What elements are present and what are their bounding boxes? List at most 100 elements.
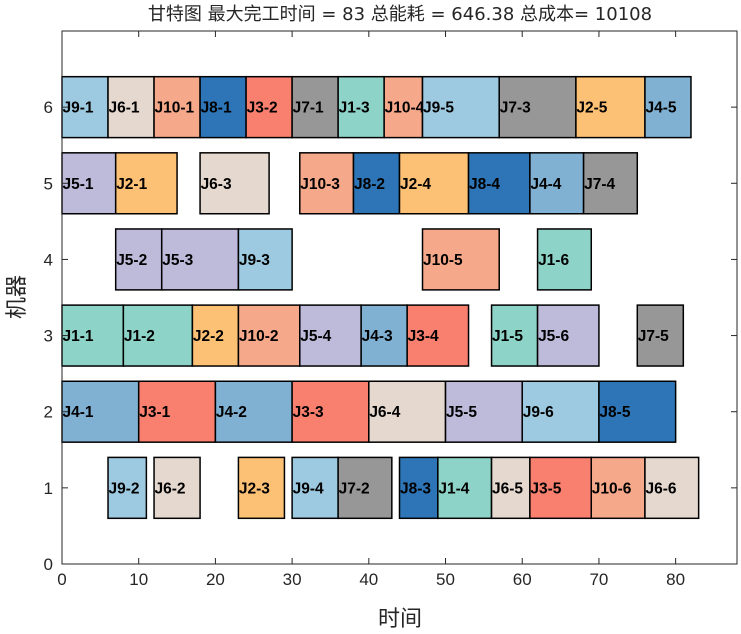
task-label: J5-6	[538, 328, 569, 345]
task-j10-2: J10-2	[237, 304, 301, 367]
task-label: J7-2	[339, 480, 370, 497]
x-axis-label: 时间	[378, 607, 422, 632]
task-j8-3: J8-3	[398, 456, 439, 520]
task-bar	[421, 228, 500, 291]
task-label: J5-2	[116, 252, 147, 269]
task-j8-1: J8-1	[199, 75, 247, 139]
task-label: J8-1	[201, 100, 232, 117]
task-j6-2: J6-2	[153, 456, 201, 520]
task-label: J8-3	[400, 480, 431, 497]
task-j2-5: J2-5	[575, 75, 646, 139]
task-j2-1: J2-1	[114, 152, 178, 215]
task-bar	[352, 152, 401, 215]
task-j10-6: J10-6	[590, 456, 646, 520]
task-label: J1-6	[538, 252, 569, 269]
task-label: J10-6	[592, 480, 632, 497]
task-bar	[237, 304, 301, 367]
task-j9-6: J9-6	[521, 380, 600, 443]
task-bar	[61, 152, 117, 215]
task-label: J7-1	[293, 100, 324, 117]
task-j3-5: J3-5	[529, 456, 593, 520]
task-label: J9-1	[63, 100, 94, 117]
task-bar	[360, 304, 408, 367]
task-bar	[299, 152, 355, 215]
task-label: J8-5	[599, 404, 630, 421]
task-j4-4: J4-4	[529, 152, 585, 215]
task-j4-2: J4-2	[214, 380, 293, 443]
task-label: J1-1	[63, 328, 94, 345]
task-bar	[536, 228, 593, 291]
task-label: J10-2	[239, 328, 279, 345]
task-label: J10-3	[300, 176, 340, 193]
task-label: J2-4	[400, 176, 431, 193]
task-bar	[644, 456, 700, 520]
task-label: J10-4	[385, 100, 425, 117]
task-bar	[199, 152, 270, 215]
task-bar	[529, 456, 593, 520]
task-label: J1-3	[339, 100, 370, 117]
task-j2-2: J2-2	[191, 304, 240, 367]
task-label: J4-4	[530, 176, 561, 193]
task-j10-1: J10-1	[153, 75, 201, 139]
task-j9-5: J9-5	[421, 75, 500, 139]
task-j5-3: J5-3	[160, 228, 240, 291]
task-j3-4: J3-4	[406, 304, 470, 367]
task-j7-4: J7-4	[582, 152, 639, 215]
task-bar	[575, 75, 646, 139]
y-tick-label: 3	[44, 327, 53, 346]
y-tick-label: 6	[44, 98, 53, 117]
task-label: J3-3	[293, 404, 324, 421]
task-bar	[636, 304, 685, 367]
task-j1-4: J1-4	[437, 456, 493, 520]
task-bar	[590, 456, 646, 520]
task-label: J1-2	[124, 328, 155, 345]
task-j3-1: J3-1	[137, 380, 217, 443]
task-label: J4-2	[216, 404, 247, 421]
task-j4-1: J4-1	[61, 380, 140, 443]
task-j1-6: J1-6	[536, 228, 593, 291]
task-j7-2: J7-2	[337, 456, 393, 520]
task-bar	[337, 75, 385, 139]
task-label: J5-3	[162, 252, 193, 269]
task-j9-3: J9-3	[237, 228, 293, 291]
task-label: J9-3	[239, 252, 270, 269]
task-j2-4: J2-4	[398, 152, 470, 215]
x-axis-ticks: 0 10 20 30 40 50 60 70 80	[57, 31, 685, 589]
task-bar	[214, 380, 293, 443]
task-label: J4-3	[362, 328, 393, 345]
task-j1-1: J1-1	[61, 304, 125, 367]
task-j6-3: J6-3	[199, 152, 270, 215]
task-label: J1-4	[438, 480, 469, 497]
task-j7-1: J7-1	[291, 75, 339, 139]
y-tick-label: 5	[44, 174, 53, 193]
task-bar	[191, 304, 240, 367]
task-bar	[406, 304, 470, 367]
task-j9-2: J9-2	[107, 456, 148, 520]
task-label: J8-4	[469, 176, 500, 193]
task-j4-5: J4-5	[644, 75, 692, 139]
task-label: J1-5	[492, 328, 523, 345]
task-label: J3-1	[139, 404, 170, 421]
x-tick-label: 80	[666, 570, 685, 589]
y-tick-label: 0	[44, 555, 53, 574]
task-j1-3: J1-3	[337, 75, 385, 139]
task-bar	[421, 75, 500, 139]
x-tick-label: 60	[513, 570, 532, 589]
task-label: J3-2	[247, 100, 278, 117]
task-bar	[237, 228, 293, 291]
task-bar	[153, 456, 201, 520]
x-tick-label: 20	[206, 570, 225, 589]
task-j2-3: J2-3	[237, 456, 286, 520]
task-bar	[61, 380, 140, 443]
task-bar	[107, 456, 148, 520]
task-j7-3: J7-3	[498, 75, 577, 139]
x-tick-label: 40	[359, 570, 378, 589]
task-j1-2: J1-2	[122, 304, 194, 367]
task-bar	[153, 75, 201, 139]
task-bar	[444, 380, 523, 443]
task-bar	[114, 152, 178, 215]
y-tick-label: 4	[44, 250, 53, 269]
task-label: J8-2	[354, 176, 385, 193]
task-label: J10-5	[423, 252, 463, 269]
x-tick-label: 70	[589, 570, 608, 589]
